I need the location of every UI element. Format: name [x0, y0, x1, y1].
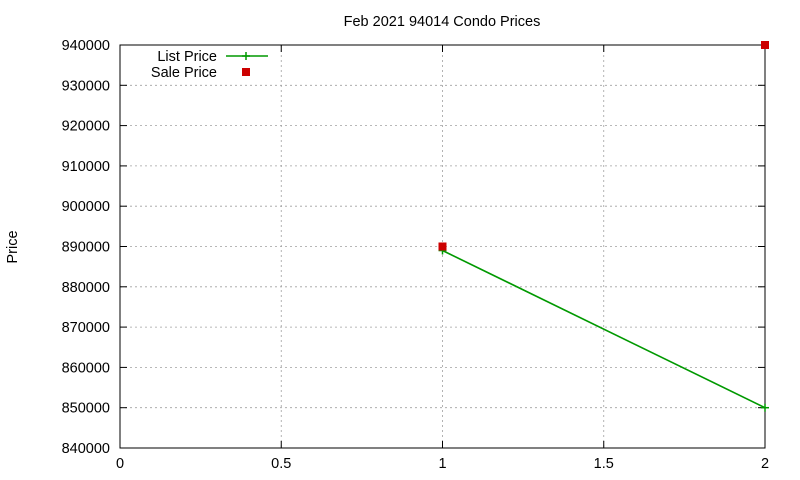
legend-label: List Price — [157, 49, 217, 65]
x-tick-label: 1.5 — [594, 456, 614, 472]
series-sale-price — [438, 41, 769, 251]
y-tick-label: 850000 — [62, 401, 110, 417]
y-tick-label: 940000 — [62, 38, 110, 54]
sale-price-point — [761, 41, 769, 49]
sale-price-point — [438, 242, 447, 251]
axis-ticks: 840000 850000 860000 870000 880000 890000 9000… — [62, 38, 769, 472]
y-tick-label: 860000 — [62, 360, 110, 376]
x-tick-label: 0 — [116, 456, 124, 472]
series-list-price — [438, 246, 769, 412]
series — [438, 41, 769, 412]
list-price-point — [761, 403, 769, 412]
y-tick-label: 890000 — [62, 240, 110, 256]
y-tick-label: 900000 — [62, 199, 110, 215]
legend-label: Sale Price — [151, 65, 217, 81]
y-tick-label: 880000 — [62, 280, 110, 296]
y-tick-label: 920000 — [62, 119, 110, 135]
x-tick-label: 2 — [761, 456, 769, 472]
x-tick-label: 0.5 — [271, 456, 291, 472]
y-axis-label: Price — [5, 230, 21, 263]
list-price-line — [442, 249, 766, 409]
x-tick-label: 1 — [438, 456, 446, 472]
y-tick-label: 870000 — [62, 320, 110, 336]
chart-title: Feb 2021 94014 Condo Prices — [344, 14, 541, 30]
legend-plus-swatch — [242, 52, 250, 60]
y-tick-label: 840000 — [62, 441, 110, 457]
y-tick-label: 910000 — [62, 159, 110, 175]
legend-square-swatch — [242, 68, 250, 76]
y-tick-label: 930000 — [62, 78, 110, 94]
